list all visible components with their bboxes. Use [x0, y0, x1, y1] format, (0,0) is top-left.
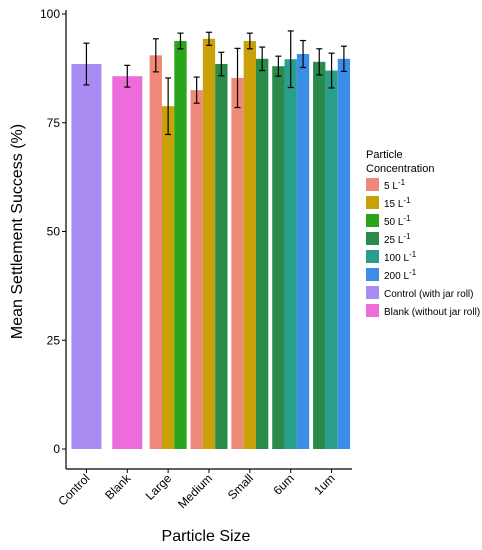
y-tick-label: 25 [47, 333, 61, 347]
y-tick-label: 0 [53, 442, 60, 456]
bar-6um-c100 [284, 59, 297, 450]
bar-Large-c15 [161, 106, 175, 449]
y-tick-label: 100 [40, 7, 60, 21]
legend-label-c5: 5 L-1 [384, 178, 406, 192]
legend-swatch-control [366, 286, 379, 299]
bar-Small-c25 [256, 58, 269, 450]
legend-swatch-c50 [366, 214, 379, 227]
plot-area [71, 30, 351, 450]
x-tick-label-1um: 1um [311, 471, 337, 497]
legend-label-control: Control (with jar roll) [384, 289, 473, 300]
legend: Particle Concentration 5 L-1 15 L-1 50 L-1… [366, 149, 480, 318]
y-tick-label: 50 [47, 225, 61, 239]
legend-swatch-c200 [366, 268, 379, 281]
x-tick-label-6um: 6um [270, 471, 296, 497]
legend-title-line-1: Particle [366, 149, 403, 161]
bar-1um-c100 [325, 70, 338, 450]
x-tick-label-Blank: Blank [102, 471, 134, 503]
bar-Blank-blank [112, 76, 143, 449]
x-tick-label-Small: Small [225, 471, 256, 502]
legend-label-c25: 25 L-1 [384, 232, 411, 246]
legend-label-c15: 15 L-1 [384, 196, 411, 210]
legend-title-line-2: Concentration [366, 163, 435, 175]
bar-Large-c50 [174, 40, 187, 449]
legend-label-c100: 100 L-1 [384, 250, 417, 264]
y-axis-title: Mean Settlement Success (%) [9, 124, 26, 339]
bar-Small-c15 [243, 40, 257, 449]
bar-1um-c200 [337, 58, 351, 450]
x-tick-label-Large: Large [143, 471, 175, 503]
x-axis-title: Particle Size [162, 528, 251, 545]
bar-Medium-c5 [190, 90, 203, 450]
legend-label-superscript: -1 [403, 214, 411, 223]
legend-label-superscript: -1 [409, 268, 417, 277]
legend-label-superscript: -1 [403, 196, 411, 205]
bar-Large-c5 [149, 55, 162, 449]
x-tick-label-Control: Control [55, 471, 92, 508]
legend-label-superscript: -1 [398, 178, 406, 187]
legend-swatch-c15 [366, 196, 379, 209]
bar-Control-control [71, 64, 102, 450]
bar-Medium-c15 [202, 38, 216, 450]
bar-6um-c25 [272, 66, 285, 449]
legend-swatch-c100 [366, 250, 379, 263]
legend-label-c50: 50 L-1 [384, 214, 411, 228]
bar-Small-c5 [231, 77, 244, 449]
legend-label-superscript: -1 [403, 232, 411, 241]
legend-label-superscript: -1 [409, 250, 417, 259]
legend-swatch-c5 [366, 178, 379, 191]
bar-1um-c25 [313, 61, 326, 449]
x-tick-label-Medium: Medium [175, 471, 215, 511]
bar-Medium-c25 [215, 64, 228, 450]
y-tick-label: 75 [47, 116, 61, 130]
legend-swatch-c25 [366, 232, 379, 245]
bar-6um-c200 [296, 54, 310, 450]
legend-swatch-blank [366, 304, 379, 317]
legend-label-blank: Blank (without jar roll) [384, 307, 480, 318]
legend-label-c200: 200 L-1 [384, 268, 417, 282]
